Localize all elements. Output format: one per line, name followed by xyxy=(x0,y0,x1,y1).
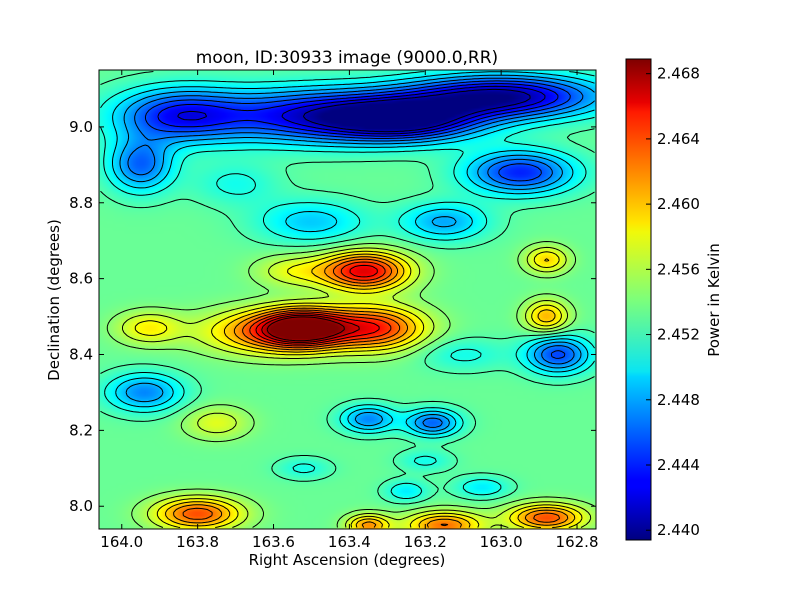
contour-level xyxy=(249,261,392,347)
contour-level xyxy=(266,316,345,342)
colorbar-tick-label: 2.464 xyxy=(657,130,700,148)
contour-level xyxy=(100,71,595,505)
x-tick-label: 163.0 xyxy=(480,533,523,551)
x-tick-label: 162.8 xyxy=(556,533,599,551)
x-axis-label: Right Ascension (degrees) xyxy=(249,551,446,569)
contour-level xyxy=(112,71,595,435)
colorbar-tick-label: 2.440 xyxy=(657,521,700,539)
contour-level xyxy=(122,246,592,528)
y-tick-label: 8.2 xyxy=(69,421,93,439)
x-axis-ticks: 164.0 163.8 163.6 163.4 163.2 163.0 162.8 xyxy=(100,70,599,551)
x-tick-label: 164.0 xyxy=(100,533,143,551)
heatmap-image xyxy=(99,70,596,529)
colorbar-ticks: 2.440 2.444 2.448 2.452 2.456 2.460 2.464 2.468 xyxy=(646,65,700,539)
x-tick-label: 163.8 xyxy=(176,533,219,551)
colorbar-tick-label: 2.468 xyxy=(657,65,700,83)
colorbar-tick-label: 2.452 xyxy=(657,326,700,344)
contour-level xyxy=(100,71,595,499)
y-axis-ticks: 8.0 8.2 8.4 8.6 8.8 9.0 xyxy=(69,118,596,515)
contour-level xyxy=(165,253,576,528)
contour-level xyxy=(302,88,531,133)
y-axis-label: Declination (degrees) xyxy=(45,219,63,381)
contour-level xyxy=(119,74,595,432)
contour-level xyxy=(127,77,584,428)
contour-level xyxy=(134,250,583,528)
colorbar-tick-label: 2.460 xyxy=(657,195,700,213)
colorbar-label: Power in Kelvin xyxy=(705,243,723,357)
colorbar-tick-label: 2.444 xyxy=(657,456,700,474)
colorbar: 2.440 2.444 2.448 2.452 2.456 2.460 2.464 2.468… xyxy=(625,58,723,541)
contour-level xyxy=(261,314,360,343)
colorbar-gradient xyxy=(625,58,652,541)
contour-level xyxy=(157,83,559,137)
contour-level xyxy=(144,80,571,359)
y-tick-label: 8.0 xyxy=(69,497,93,515)
x-tick-label: 163.2 xyxy=(404,533,447,551)
contour-level xyxy=(177,85,546,135)
contour-level xyxy=(255,264,380,345)
x-tick-label: 163.4 xyxy=(328,533,371,551)
contour-lines xyxy=(100,71,595,528)
colorbar-tick-label: 2.456 xyxy=(657,260,700,278)
y-tick-label: 8.6 xyxy=(69,270,93,288)
y-tick-label: 8.8 xyxy=(69,194,93,212)
contour-level xyxy=(182,258,561,527)
contour-level xyxy=(173,256,569,528)
y-tick-label: 8.4 xyxy=(69,346,93,364)
colorbar-tick-label: 2.448 xyxy=(657,391,700,409)
x-tick-label: 163.6 xyxy=(252,533,295,551)
plot-frame xyxy=(98,69,597,530)
plot-area xyxy=(98,69,597,530)
y-tick-label: 9.0 xyxy=(69,118,93,136)
chart-title: moon, ID:30933 image (9000.0,RR) xyxy=(196,48,498,68)
contour-level xyxy=(106,241,595,528)
